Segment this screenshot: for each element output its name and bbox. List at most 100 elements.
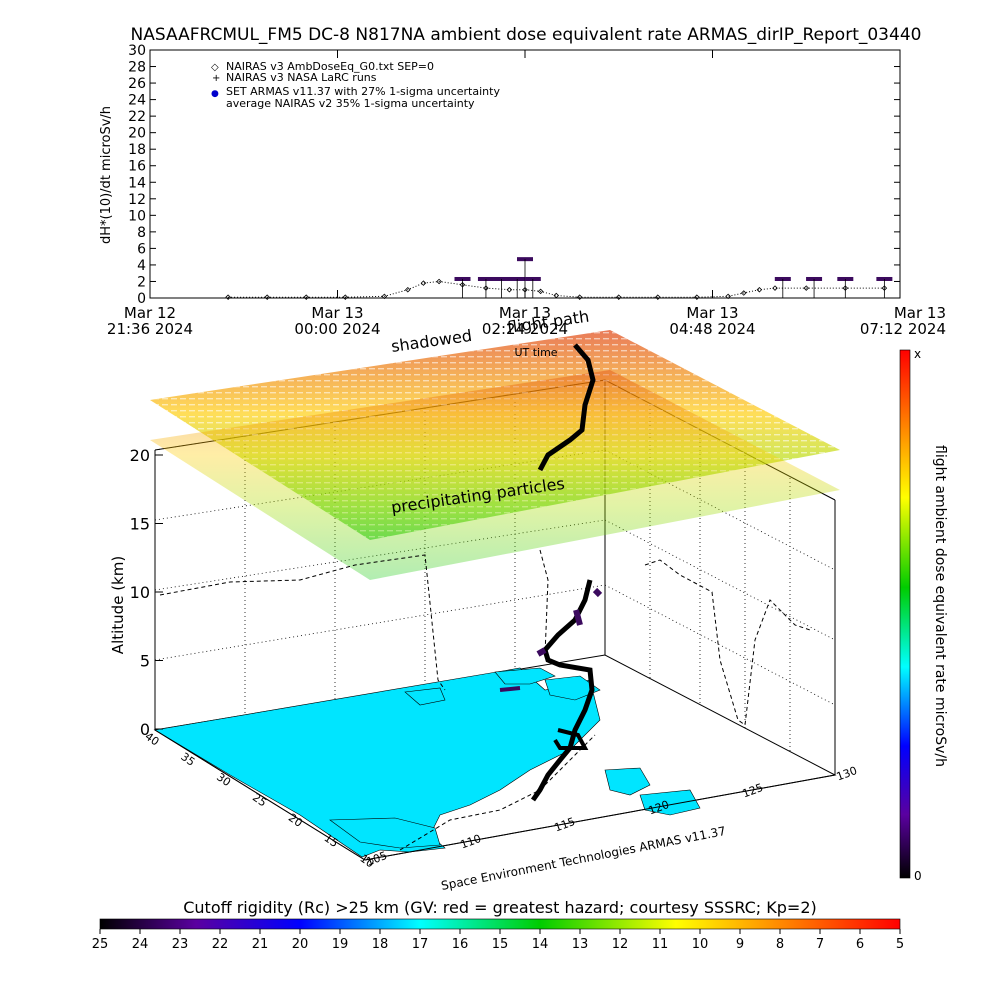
bottom-colorbar: Cutoff rigidity (Rc) >25 km (GV: red = g… xyxy=(92,898,904,952)
bottom-colorbar-tick-label: 16 xyxy=(452,937,469,952)
naairas-point xyxy=(436,278,442,285)
bottom-colorbar-tick-label: 25 xyxy=(92,937,109,952)
bottom-colorbar-tick-label: 11 xyxy=(652,937,669,952)
shadowed-label: shadowed xyxy=(390,326,473,356)
naairas-point xyxy=(381,293,388,300)
top-y-tick-label: 22 xyxy=(128,109,146,125)
right-colorbar-label: flight ambient dose equivalent rate micr… xyxy=(932,445,948,767)
naairas-point xyxy=(264,294,270,300)
altitude-tick-label: 0 xyxy=(140,720,150,739)
top-y-tick-label: 20 xyxy=(128,126,146,142)
altitude-tick-label: 10 xyxy=(130,583,150,602)
top-y-tick-label: 6 xyxy=(137,241,146,257)
bottom-colorbar-tick-label: 24 xyxy=(132,937,149,952)
naairas-point xyxy=(405,286,411,293)
top-x-tick-label: 21:36 2024 xyxy=(107,320,193,338)
top-x-axis-label: UT time xyxy=(514,346,557,359)
bottom-colorbar-tick-label: 9 xyxy=(736,937,744,952)
bottom-colorbar-tick-label: 23 xyxy=(172,937,189,952)
altitude-tick-label: 5 xyxy=(140,652,150,671)
bottom-colorbar-tick-label: 18 xyxy=(372,937,389,952)
top-x-tick-label: Mar 13 xyxy=(686,304,738,322)
naairas-point xyxy=(694,294,700,300)
top-x-tick-label: Mar 13 xyxy=(311,304,363,322)
right-colorbar-bottom-label: 0 xyxy=(914,869,922,883)
bottom-colorbar-tick-label: 12 xyxy=(612,937,629,952)
naairas-point xyxy=(420,280,427,286)
top-legend: ◇ NAIRAS v3 AmbDoseEq_G0.txt SEP=0 + NAI… xyxy=(211,60,500,110)
top-y-tick-label: 12 xyxy=(128,192,146,208)
land-island-south xyxy=(639,789,701,816)
bottom-colorbar-tick-label: 10 xyxy=(692,937,709,952)
bottom-colorbar-ticks: 25 24 23 22 21 20 19 18 17 16 15 14 13 12 11 10 9 8 7 6 5 xyxy=(92,929,904,952)
naairas-point xyxy=(342,294,349,300)
bottom-colorbar-tick-label: 22 xyxy=(212,937,229,952)
naairas-line xyxy=(228,280,885,298)
altitude-tick-label: 15 xyxy=(130,515,150,534)
land-japan xyxy=(494,667,556,685)
bottom-colorbar-tick-label: 7 xyxy=(816,937,824,952)
naairas-point xyxy=(303,294,310,300)
chart-title: NASAAFRCMUL_FM5 DC-8 N817NA ambient dose… xyxy=(131,25,922,45)
naairas-point xyxy=(740,290,747,296)
top-y-tick-label: 24 xyxy=(128,93,146,109)
top-y-tick-label: 28 xyxy=(128,60,146,76)
naairas-point xyxy=(576,294,583,300)
top-x-tick-label: 07:12 2024 xyxy=(860,320,946,338)
bottom-colorbar-gradient xyxy=(99,918,901,930)
altitude-axis-label: Altitude (km) xyxy=(109,556,127,654)
naairas-point xyxy=(725,293,731,300)
bottom-colorbar-tick-label: 19 xyxy=(332,937,349,952)
legend-symbol-1: + xyxy=(212,73,220,84)
top-y-tick-label: 8 xyxy=(137,225,146,241)
back-wall-right xyxy=(604,405,836,752)
top-x-tick-label: Mar 13 xyxy=(499,304,551,322)
right-colorbar-top-label: x xyxy=(914,347,921,361)
naairas-point xyxy=(506,286,513,293)
bottom-colorbar-tick-label: 13 xyxy=(572,937,589,952)
naairas-point xyxy=(803,285,810,291)
top-y-tick-label: 14 xyxy=(128,175,146,191)
legend-symbol-2: ● xyxy=(211,89,219,99)
longitude-axis-line xyxy=(364,774,836,861)
bottom-colorbar-tick-label: 21 xyxy=(252,937,269,952)
naairas-point xyxy=(756,286,763,293)
land-island-east xyxy=(544,675,601,701)
bottom-colorbar-tick-label: 5 xyxy=(896,937,904,952)
legend-entry-3: average NAIRAS v2 35% 1-sigma uncertaint… xyxy=(226,97,475,110)
bottom-colorbar-tick-label: 20 xyxy=(292,937,309,952)
particle-sheet xyxy=(150,330,840,580)
top-y-tick-label: 4 xyxy=(137,258,146,274)
bottom-colorbar-tick-label: 14 xyxy=(532,937,549,952)
top-x-tick-label: Mar 13 xyxy=(894,304,946,322)
top-x-tick-label: 00:00 2024 xyxy=(294,320,380,338)
right-colorbar: x 0 flight ambient dose equivalent rate … xyxy=(899,347,948,883)
top-y-axis-label: dH*(10)/dt microSv/h xyxy=(99,106,114,244)
altitude-axis: 0 5 10 15 20 xyxy=(130,446,163,739)
bottom-colorbar-tick-label: 8 xyxy=(776,937,784,952)
flight-path-3d xyxy=(499,343,603,802)
legend-entry-0: NAIRAS v3 AmbDoseEq_G0.txt SEP=0 xyxy=(226,60,434,73)
top-x-tick-label: Mar 12 xyxy=(124,304,176,322)
bottom-colorbar-tick-label: 6 xyxy=(856,937,864,952)
top-series-layer xyxy=(225,257,893,300)
top-y-tick-label: 10 xyxy=(128,208,146,224)
legend-entry-2: SET ARMAS v11.37 with 27% 1-sigma uncert… xyxy=(226,85,500,98)
top-y-tick-label: 0 xyxy=(137,291,146,307)
back-wall-left xyxy=(154,379,606,715)
naairas-point xyxy=(553,292,560,299)
top-y-tick-label: 30 xyxy=(128,43,146,59)
latitude-axis-line xyxy=(154,729,366,861)
longitude-tick-label: 130 xyxy=(835,764,859,783)
bottom-colorbar-tick-label: 17 xyxy=(412,937,429,952)
top-x-tick-label: 04:48 2024 xyxy=(669,320,755,338)
naairas-point xyxy=(225,294,231,300)
bottom-colorbar-tick-label: 15 xyxy=(492,937,509,952)
land-island-southwest xyxy=(329,817,441,849)
